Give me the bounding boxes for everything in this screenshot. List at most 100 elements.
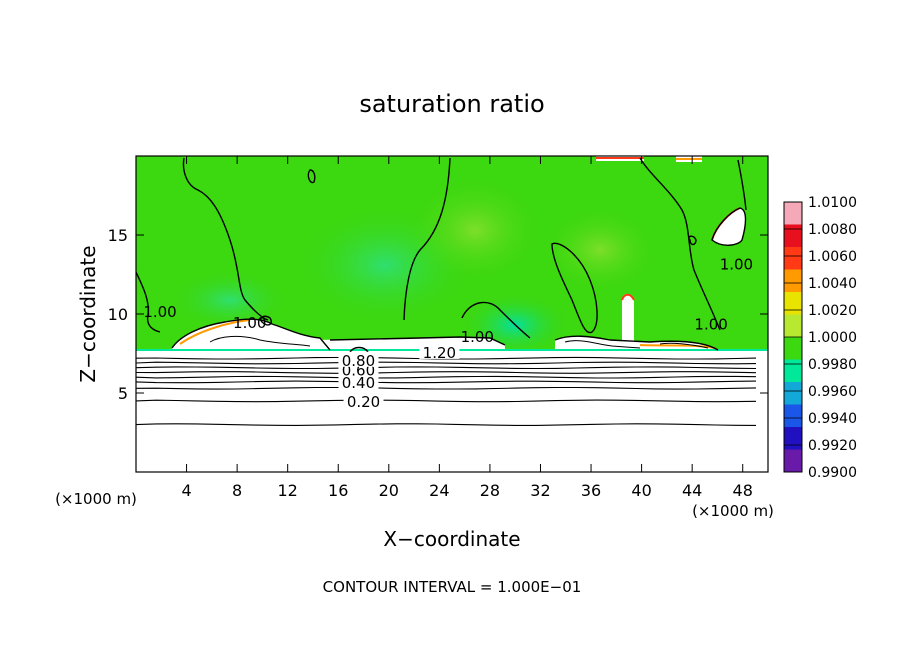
x-tick-label: 36 xyxy=(581,481,601,500)
colorbar-label: 0.9940 xyxy=(808,411,857,427)
contour-wiggles xyxy=(209,335,709,349)
x-tick-label: 20 xyxy=(379,481,399,500)
contour-unit-cloud-center xyxy=(329,336,506,346)
stable-contour-line xyxy=(136,356,757,360)
x-axis-label: X−coordinate xyxy=(383,527,520,551)
x-tick-label: 24 xyxy=(429,481,449,500)
chart-title: saturation ratio xyxy=(359,90,544,118)
y-tick-label: 10 xyxy=(108,305,128,324)
edge-cloud-east xyxy=(639,344,716,349)
stable-contour-line xyxy=(136,386,757,390)
x-tick-label: 4 xyxy=(181,481,191,500)
contour-unit-cloud-west xyxy=(171,318,331,351)
y-axis-ticks: 5 10 15 xyxy=(108,226,768,403)
contour-label: 1.00 xyxy=(233,314,266,332)
contour-unit-west-edge xyxy=(136,271,161,333)
colorbar: 1.0100 1.0080 1.0060 1.0040 1.0020 1.0000 0.99… xyxy=(783,195,857,481)
contour-label: 1.20 xyxy=(423,344,456,362)
x-tick-label: 48 xyxy=(733,481,753,500)
contour-label: 0.20 xyxy=(347,393,380,411)
contour-interval-note: CONTOUR INTERVAL = 1.000E−01 xyxy=(323,578,582,596)
contour-unit-center-west xyxy=(403,157,451,321)
edge-cloud-west xyxy=(179,319,251,345)
colorbar-swatch xyxy=(784,337,802,360)
x-tick-label: 12 xyxy=(278,481,298,500)
colorbar-label: 1.0060 xyxy=(808,249,857,265)
colorbar-swatch xyxy=(784,427,802,450)
colorbar-swatch xyxy=(784,269,802,292)
contour-unit-center-loop xyxy=(551,242,598,334)
x-tick-label: 8 xyxy=(232,481,242,500)
contour-unit-patch-top-right xyxy=(711,207,747,246)
x-axis-ticks: 4 8 12 16 20 24 28 32 36 40 44 48 xyxy=(181,156,753,500)
colorbar-swatch xyxy=(784,449,802,472)
cloud-region-west xyxy=(172,319,330,350)
contour-unit-cloud-center-east xyxy=(461,301,531,339)
cloud-layer xyxy=(172,156,746,350)
contour-label: 1.00 xyxy=(143,303,176,321)
x-tick-label: 32 xyxy=(530,481,550,500)
contour-label: 1.00 xyxy=(694,315,727,333)
x-tick-label: 44 xyxy=(682,481,702,500)
x-tick-label: 16 xyxy=(328,481,348,500)
stable-contour-line xyxy=(136,366,757,370)
colorbar-label: 0.9900 xyxy=(808,465,857,481)
colorbar-label: 0.9960 xyxy=(808,384,857,400)
contour-unit-loop-east xyxy=(688,235,697,246)
cloud-region-east xyxy=(555,336,718,350)
contour-unit-loop-west xyxy=(260,315,272,326)
colorbar-swatch xyxy=(784,247,802,270)
contour-label-bg xyxy=(343,392,384,408)
contour-wiggle-east xyxy=(564,340,641,349)
y-axis-label: Z−coordinate xyxy=(76,245,100,382)
x-unit-right: (×1000 m) xyxy=(692,502,774,520)
y-tick-label: 5 xyxy=(118,384,128,403)
contour-label: 1.00 xyxy=(461,328,494,346)
contour-label-bg xyxy=(338,351,379,367)
moist-region-4 xyxy=(540,205,660,295)
edge-tower-east xyxy=(621,293,635,301)
x-unit-left: (×1000 m) xyxy=(55,490,137,508)
colorbar-label: 1.0000 xyxy=(808,330,857,346)
contour-labels: 0.200.400.600.80 1.201.001.001.001.001.00 xyxy=(143,255,753,411)
colorbar-swatch xyxy=(784,359,802,382)
stable-contour-line xyxy=(136,361,757,365)
colorbar-label: 1.0100 xyxy=(808,195,857,211)
stable-contour-line xyxy=(136,423,757,426)
contour-label: 1.00 xyxy=(720,255,753,273)
colorbar-swatch xyxy=(784,382,802,405)
contour-unit-east-edge xyxy=(737,159,747,211)
cloud-patch-top-right xyxy=(712,208,746,246)
contour-unit-cloud-east xyxy=(554,335,719,351)
cloud-tower-east xyxy=(622,293,640,348)
contour-wiggle-west xyxy=(209,335,311,347)
stable-contour-line xyxy=(136,380,757,384)
stable-contours xyxy=(136,356,757,426)
contour-wiggle-far-east xyxy=(659,342,709,349)
contour-label: 0.40 xyxy=(342,374,375,392)
y-tick-label: 15 xyxy=(108,226,128,245)
saturation-field: 0.200.400.600.80 1.201.001.001.001.001.00 xyxy=(136,156,768,472)
x-tick-label: 28 xyxy=(480,481,500,500)
colorbar-label: 1.0020 xyxy=(808,303,857,319)
stable-layer xyxy=(136,350,768,472)
contour-label-bg xyxy=(338,373,379,389)
colorbar-label: 1.0080 xyxy=(808,222,857,238)
unit-contours xyxy=(136,157,747,353)
contour-unit-small-loop xyxy=(307,169,316,184)
colorbar-swatch xyxy=(784,292,802,315)
colorbar-swatch xyxy=(784,202,802,225)
colorbar-label: 1.0040 xyxy=(808,276,857,292)
colorbar-swatch xyxy=(784,404,802,427)
contour-label: 0.80 xyxy=(342,352,375,370)
colorbar-swatch xyxy=(784,224,802,247)
stable-contour-line xyxy=(136,371,757,374)
colorbar-label: 0.9980 xyxy=(808,357,857,373)
contour-unit-loop-center xyxy=(349,346,369,353)
colorbar-label: 0.9920 xyxy=(808,438,857,454)
stable-contour-line xyxy=(136,399,757,403)
x-tick-label: 40 xyxy=(631,481,651,500)
stable-contour-line xyxy=(136,375,757,379)
contour-unit-west-curve xyxy=(182,157,269,321)
